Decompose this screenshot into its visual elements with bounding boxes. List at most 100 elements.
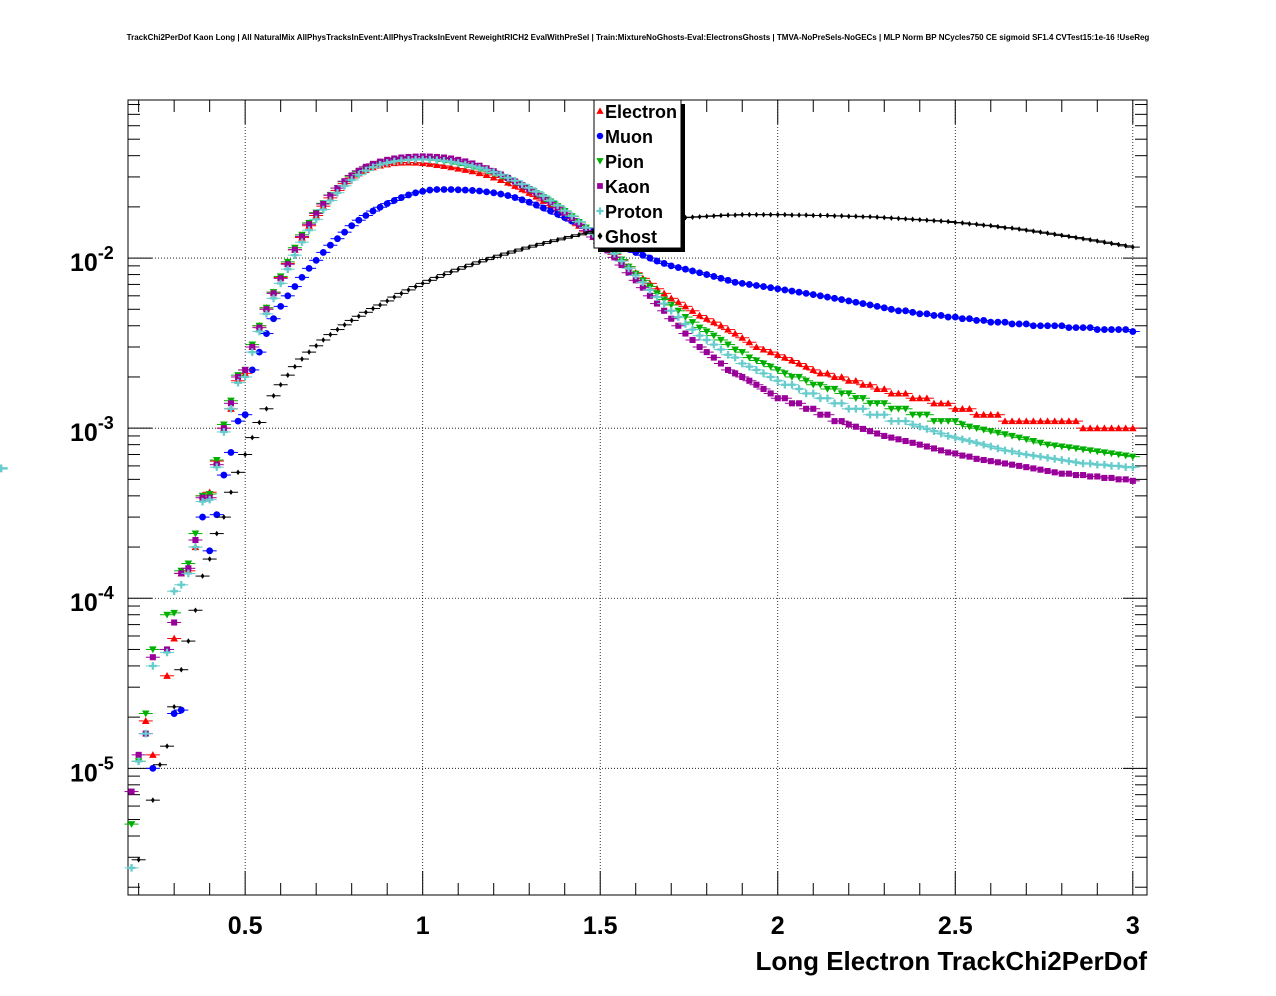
marker (762, 369, 765, 378)
marker (760, 283, 767, 290)
marker (988, 222, 993, 229)
marker (1081, 235, 1086, 242)
marker (987, 318, 995, 326)
marker (1093, 424, 1102, 432)
marker (731, 278, 739, 286)
marker (1037, 466, 1044, 473)
marker (1015, 434, 1023, 442)
marker (1058, 470, 1065, 477)
marker (655, 293, 659, 301)
marker (853, 213, 858, 220)
marker (194, 543, 197, 551)
marker (499, 170, 502, 179)
marker (819, 394, 822, 403)
marker (724, 366, 732, 373)
marker (754, 211, 759, 218)
marker (1114, 451, 1123, 459)
marker (1122, 476, 1129, 483)
marker (178, 570, 185, 577)
marker (456, 266, 461, 273)
marker (271, 392, 276, 399)
marker (909, 439, 916, 446)
marker (1051, 322, 1059, 330)
marker (307, 226, 311, 234)
marker (149, 646, 157, 654)
marker (838, 296, 846, 304)
legend-entry-ghost: Ghost (605, 227, 657, 247)
marker (739, 373, 746, 381)
marker (141, 717, 150, 724)
marker (896, 215, 901, 222)
marker (809, 366, 818, 373)
marker (696, 269, 704, 277)
marker (944, 418, 952, 425)
marker (641, 278, 644, 287)
marker (761, 211, 766, 218)
marker (979, 410, 988, 418)
marker (511, 194, 519, 201)
marker (674, 298, 683, 306)
marker (1115, 326, 1123, 333)
marker (745, 338, 754, 346)
marker (952, 450, 959, 457)
marker (177, 706, 185, 714)
marker (733, 353, 737, 362)
marker (342, 322, 347, 328)
marker (873, 385, 881, 393)
marker (463, 263, 468, 270)
marker (1080, 472, 1087, 479)
marker (1109, 240, 1114, 247)
marker (137, 757, 140, 766)
marker (251, 348, 254, 356)
marker (710, 354, 717, 361)
marker (710, 318, 718, 326)
marker (222, 428, 226, 436)
marker (300, 238, 304, 246)
marker (954, 433, 957, 442)
marker (227, 449, 235, 456)
y-tick-label: 10-3 (70, 413, 114, 447)
marker (220, 421, 228, 429)
marker (334, 235, 341, 243)
marker (165, 743, 170, 749)
marker (961, 435, 964, 444)
marker (1008, 417, 1016, 425)
marker (141, 710, 150, 718)
marker (399, 290, 404, 297)
y-tick-label: 10-5 (70, 753, 114, 787)
marker (1066, 233, 1071, 240)
marker (1123, 243, 1128, 249)
marker (1093, 326, 1101, 333)
marker (1095, 238, 1100, 244)
marker (300, 356, 304, 362)
marker (944, 313, 952, 321)
marker (719, 345, 723, 354)
marker (1008, 432, 1016, 440)
marker (844, 376, 853, 384)
marker (965, 404, 974, 412)
marker (229, 489, 233, 496)
marker (874, 430, 881, 437)
marker (845, 297, 853, 305)
marker (0, 464, 3, 473)
marker (305, 264, 313, 272)
marker (1072, 324, 1080, 332)
marker (171, 619, 178, 626)
marker (1065, 470, 1072, 477)
marker (520, 180, 524, 188)
marker (769, 373, 772, 381)
marker (1074, 234, 1078, 241)
marker (1059, 232, 1064, 239)
marker (994, 318, 1002, 326)
marker (596, 158, 604, 165)
marker (746, 377, 753, 384)
marker (569, 233, 574, 240)
marker (854, 404, 857, 413)
marker (704, 213, 709, 220)
marker (766, 363, 775, 371)
marker (392, 294, 397, 300)
marker (357, 170, 360, 179)
marker (1131, 463, 1134, 471)
marker (1067, 457, 1071, 465)
marker (312, 256, 320, 264)
